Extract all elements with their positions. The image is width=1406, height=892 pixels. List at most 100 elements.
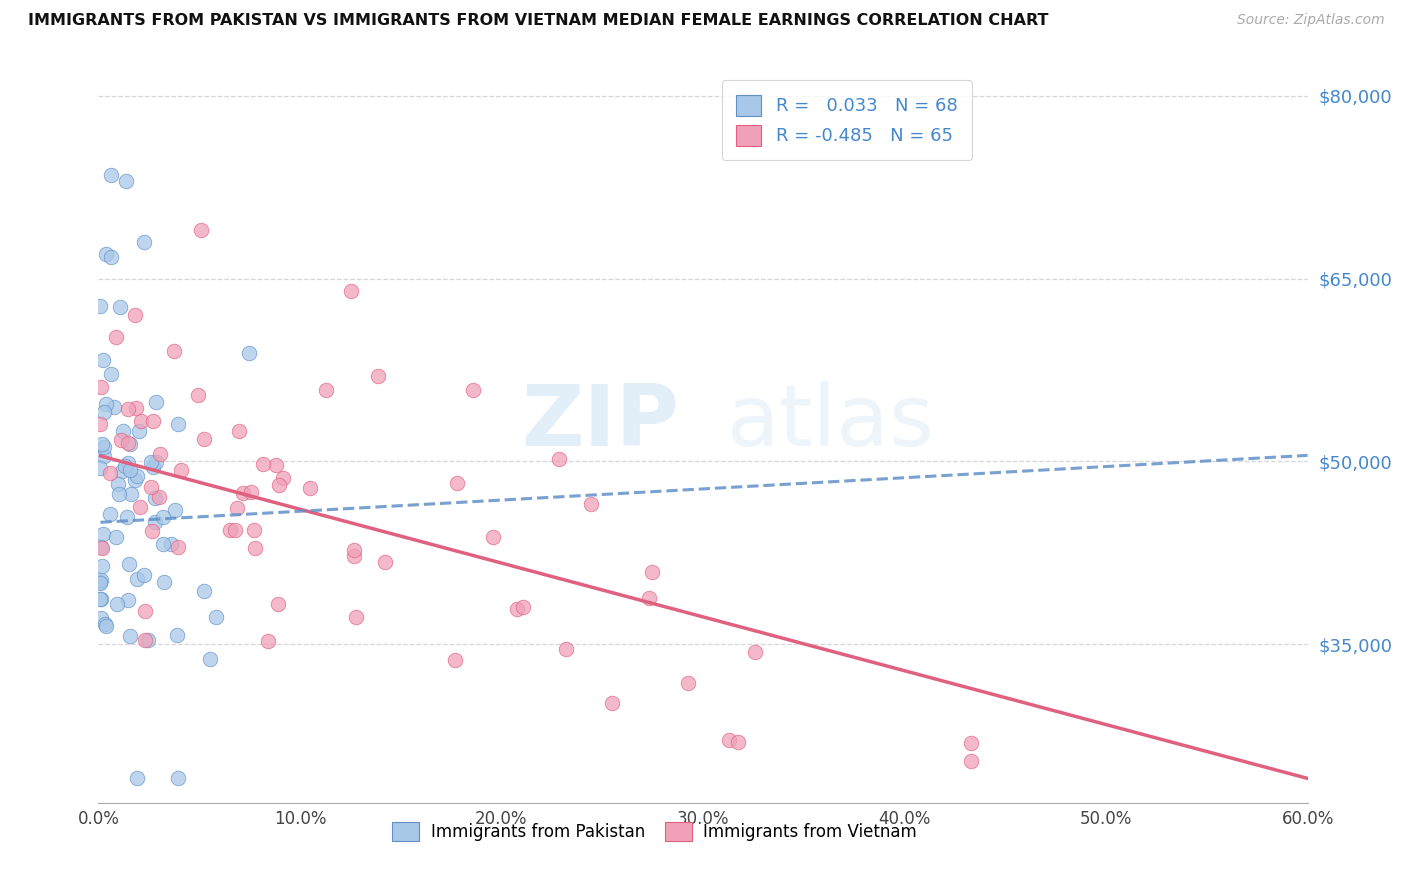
Point [120,487,142,501]
Point [90,380,112,394]
Point [170,462,193,476]
Point [145,455,167,469]
Point [90,541,112,555]
Point [547,451,569,466]
Point [344,610,367,624]
Point [89,461,111,475]
Point [959,736,981,750]
Point [506,602,529,616]
Point [100,250,122,264]
Point [134,604,156,618]
Point [96,397,118,411]
Point [127,469,149,483]
Point [717,732,740,747]
Point [134,235,156,249]
Point [367,369,389,384]
Point [143,491,166,505]
Point [193,432,215,446]
Point [239,484,262,499]
Point [152,509,174,524]
Point [118,437,141,451]
Point [142,414,165,428]
Point [243,541,266,555]
Point [252,457,274,471]
Point [343,549,366,563]
Point [273,471,295,485]
Point [159,537,181,551]
Point [91,527,114,541]
Point [256,634,278,648]
Point [105,330,128,344]
Point [141,524,163,538]
Point [124,473,146,487]
Point [107,476,129,491]
Point [482,530,505,544]
Point [264,458,287,472]
Point [640,566,662,580]
Point [96,618,118,632]
Point [461,384,484,398]
Point [224,523,246,537]
Point [90,611,112,625]
Point [238,346,260,360]
Point [89,592,111,607]
Point [193,583,215,598]
Text: ZIP: ZIP [522,381,679,464]
Point [124,308,146,322]
Point [110,433,132,447]
Point [443,653,465,667]
Point [93,449,115,463]
Point [579,497,602,511]
Point [340,285,363,299]
Point [219,523,242,537]
Point [141,455,163,469]
Point [112,424,135,438]
Point [374,555,396,569]
Point [446,475,468,490]
Point [299,481,322,495]
Point [163,503,186,517]
Point [89,417,111,431]
Point [512,599,534,614]
Point [128,424,150,438]
Legend: Immigrants from Pakistan, Immigrants from Vietnam: Immigrants from Pakistan, Immigrants fro… [384,814,925,849]
Point [93,405,115,419]
Point [127,572,149,586]
Point [90,436,112,450]
Point [166,540,188,554]
Text: atlas: atlas [727,381,935,464]
Point [744,645,766,659]
Point [93,616,115,631]
Point [343,543,366,558]
Point [600,696,623,710]
Point [114,458,136,473]
Point [117,592,139,607]
Point [232,485,254,500]
Point [554,641,576,656]
Point [190,223,212,237]
Point [153,575,176,590]
Point [315,383,337,397]
Point [105,530,128,544]
Point [125,401,148,415]
Point [98,467,121,481]
Point [727,735,749,749]
Point [269,478,291,492]
Point [267,597,290,611]
Point [90,540,112,554]
Point [103,400,125,414]
Point [117,436,139,450]
Point [226,501,249,516]
Point [149,447,172,461]
Point [143,515,166,529]
Point [205,609,228,624]
Point [139,481,162,495]
Point [959,754,981,768]
Point [100,367,122,381]
Point [134,632,156,647]
Point [90,558,112,573]
Point [638,591,661,605]
Point [115,509,138,524]
Point [129,500,152,515]
Point [187,388,209,402]
